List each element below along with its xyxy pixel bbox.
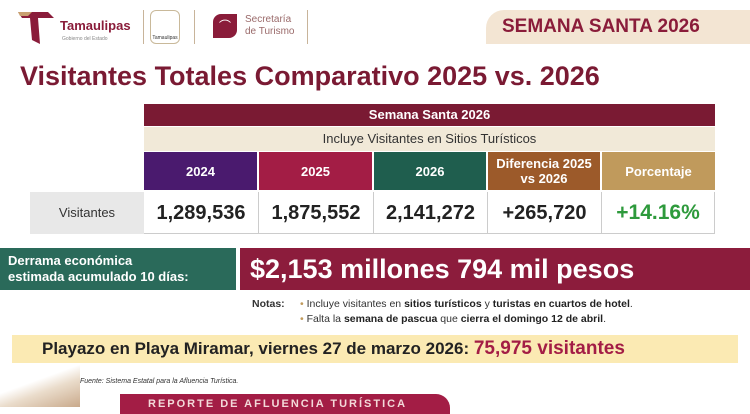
derrama-label: Derrama económica estimada acumulado 10 d… xyxy=(0,248,236,290)
value-porcentaje: +14.16% xyxy=(602,192,715,234)
value-2024: 1,289,536 xyxy=(144,192,259,234)
value-diferencia: +265,720 xyxy=(488,192,602,234)
brand-subtitle: Gobierno del Estado xyxy=(62,36,108,42)
notes-label: Notas: xyxy=(252,298,285,310)
page-title: Visitantes Totales Comparativo 2025 vs. … xyxy=(20,61,600,91)
divider xyxy=(307,10,308,44)
table-caption: Semana Santa 2026 xyxy=(144,104,715,126)
value-2025: 1,875,552 xyxy=(259,192,374,234)
note-text: . xyxy=(603,313,607,325)
brand-name: Tamaulipas xyxy=(60,18,131,33)
note-text: Incluye visitantes en xyxy=(306,298,405,310)
state-seal-icon: Tamaulipas xyxy=(150,10,180,44)
note-text: y xyxy=(481,298,493,310)
note-bold: cierra el domingo 12 de abril xyxy=(460,313,604,325)
note-bold: turistas en cuartos de hotel xyxy=(492,298,630,310)
notes: Notas: • Incluye visitantes en sitios tu… xyxy=(252,297,633,327)
footer-banner: REPORTE DE AFLUENCIA TURÍSTICA xyxy=(120,394,450,414)
table-subcaption: Incluye Visitantes en Sitios Turísticos xyxy=(144,127,715,151)
header-porcentaje: Porcentaje xyxy=(602,152,715,190)
turismo-label: de Turismo xyxy=(245,26,295,37)
secretaria-label: Secretaría xyxy=(245,14,292,25)
note-bold: sitios turísticos xyxy=(404,298,482,310)
decorative-corner xyxy=(0,365,80,407)
divider xyxy=(194,10,195,44)
divider xyxy=(143,10,144,44)
note-1: • Incluye visitantes en sitios turístico… xyxy=(300,298,633,310)
source-note: Fuente: Sistema Estatal para la Afluenci… xyxy=(80,378,239,385)
playazo-value: 75,975 visitantes xyxy=(473,338,625,359)
header-diferencia: Diferencia 2025 vs 2026 xyxy=(488,152,600,190)
note-text: que xyxy=(437,313,461,325)
playazo-banner: Playazo en Playa Miramar, viernes 27 de … xyxy=(12,335,738,363)
row-label: Visitantes xyxy=(30,192,144,234)
header-2024: 2024 xyxy=(144,152,257,190)
note-text: Falta la xyxy=(306,313,344,325)
value-2026: 2,141,272 xyxy=(374,192,488,234)
note-2: • Falta la semana de pascua que cierra e… xyxy=(300,313,607,325)
header-2025: 2025 xyxy=(259,152,372,190)
header-2026: 2026 xyxy=(374,152,486,190)
note-text: . xyxy=(629,298,633,310)
turismo-logo-icon: ⌒ xyxy=(213,14,237,38)
derrama-value: $2,153 millones 794 mil pesos xyxy=(240,248,750,290)
derrama-label-1: Derrama económica xyxy=(8,253,133,268)
header-badge: SEMANA SANTA 2026 xyxy=(486,10,750,44)
secretaria-turismo: Secretaría de Turismo xyxy=(245,14,294,38)
playazo-text: Playazo en Playa Miramar, viernes 27 de … xyxy=(42,339,474,358)
derrama-label-2: estimada acumulado 10 días: xyxy=(8,269,189,284)
note-bold: semana de pascua xyxy=(343,313,438,325)
tamaulipas-logo-icon xyxy=(18,12,54,44)
